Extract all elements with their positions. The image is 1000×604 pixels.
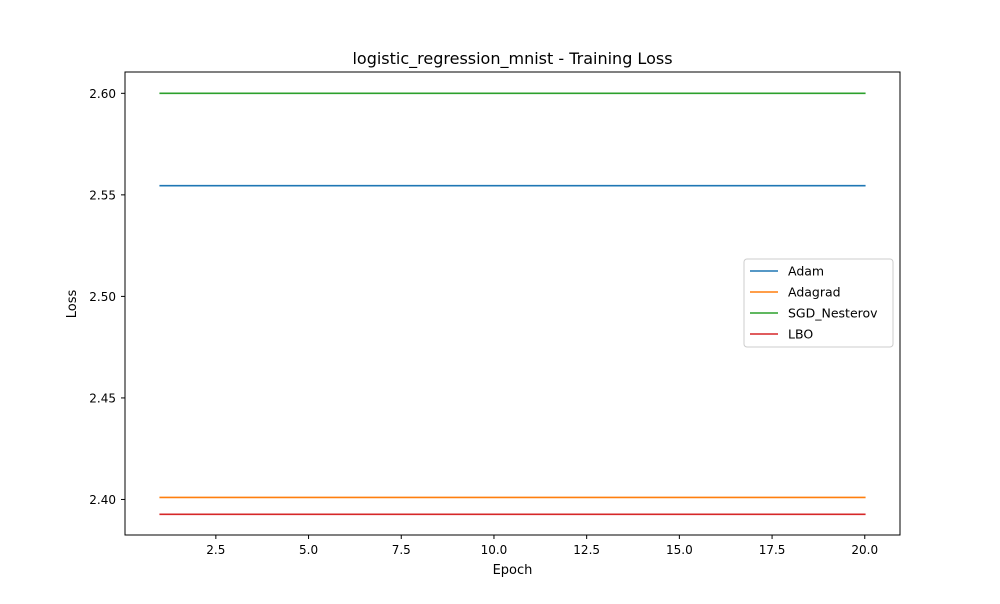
y-axis: 2.40 2.45 2.50 2.55 2.60 bbox=[89, 87, 125, 507]
y-axis-label: Loss bbox=[65, 290, 80, 319]
legend-frame bbox=[743, 258, 894, 348]
legend-label: SGD_Nesterov bbox=[788, 306, 878, 321]
chart-title: logistic_regression_mnist - Training Los… bbox=[352, 49, 672, 69]
x-tick-label: 15.0 bbox=[666, 543, 693, 557]
x-tick-label: 10.0 bbox=[481, 543, 508, 557]
plot-area-frame bbox=[124, 71, 901, 536]
x-axis-label: Epoch bbox=[493, 563, 533, 578]
y-tick-label: 2.40 bbox=[89, 493, 116, 507]
y-tick-label: 2.55 bbox=[89, 188, 116, 202]
x-tick-label: 2.5 bbox=[206, 543, 225, 557]
x-tick-label: 5.0 bbox=[299, 543, 318, 557]
x-tick-label: 12.5 bbox=[573, 543, 600, 557]
x-axis: 2.5 5.0 7.5 10.0 12.5 15.0 17.5 20.0 bbox=[206, 535, 878, 557]
y-tick-label: 2.45 bbox=[89, 391, 116, 405]
series-layer bbox=[159, 92, 866, 516]
x-tick-label: 7.5 bbox=[392, 543, 411, 557]
y-tick-label: 2.60 bbox=[89, 87, 116, 101]
y-tick-label: 2.50 bbox=[89, 290, 116, 304]
legend: Adam Adagrad SGD_Nesterov LBO bbox=[743, 258, 894, 348]
legend-label: LBO bbox=[788, 327, 813, 342]
legend-label: Adagrad bbox=[788, 285, 841, 300]
x-tick-label: 20.0 bbox=[851, 543, 878, 557]
x-tick-label: 17.5 bbox=[759, 543, 786, 557]
legend-label: Adam bbox=[788, 264, 824, 279]
